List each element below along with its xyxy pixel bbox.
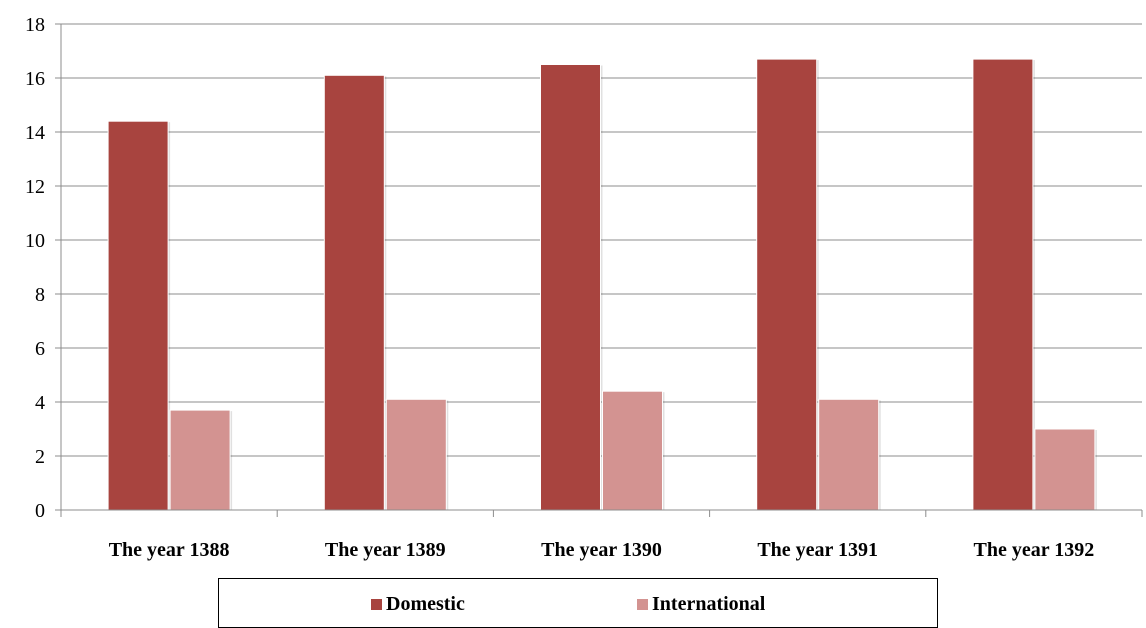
bar-international (385, 398, 447, 511)
legend-swatch-domestic (371, 599, 382, 610)
x-category-label: The year 1388 (109, 539, 230, 561)
bar-domestic (972, 58, 1034, 511)
gridlines (55, 23, 1142, 511)
bar-domestic (107, 120, 169, 511)
y-tick-label: 18 (25, 14, 45, 36)
y-tick-label: 16 (25, 68, 45, 90)
bar-international (818, 398, 880, 511)
y-tick-label: 6 (35, 338, 45, 360)
bar-domestic (540, 64, 601, 511)
y-tick-label: 12 (25, 176, 45, 198)
bar-international (1034, 428, 1096, 511)
y-tick-label: 14 (25, 122, 45, 144)
legend-label-domestic: Domestic (386, 593, 465, 615)
y-tick-label: 2 (35, 446, 45, 468)
x-category-label: The year 1392 (974, 539, 1095, 561)
x-axis-category-labels: The year 1388 The year 1389 The year 1390 T… (109, 539, 1095, 561)
legend-item-domestic: Domestic (371, 593, 465, 616)
bar-international (169, 409, 231, 511)
y-tick-label: 10 (25, 230, 45, 252)
y-axis-tick-labels: 0 2 4 6 8 10 12 14 16 18 (25, 14, 45, 522)
y-tick-label: 0 (35, 500, 45, 522)
legend: Domestic International (218, 578, 938, 628)
x-category-label: The year 1390 (541, 539, 662, 561)
bar-domestic (756, 58, 818, 511)
bar-international (602, 390, 663, 511)
bar-domestic (323, 74, 385, 511)
bars (107, 58, 1097, 511)
y-tick-label: 4 (35, 392, 45, 414)
x-category-label: The year 1391 (757, 539, 878, 561)
legend-label-international: International (652, 593, 766, 615)
x-category-label: The year 1389 (325, 539, 446, 561)
legend-swatch-international (637, 599, 648, 610)
y-tick-label: 8 (35, 284, 45, 306)
axes (60, 24, 1143, 517)
legend-item-international: International (637, 593, 765, 616)
